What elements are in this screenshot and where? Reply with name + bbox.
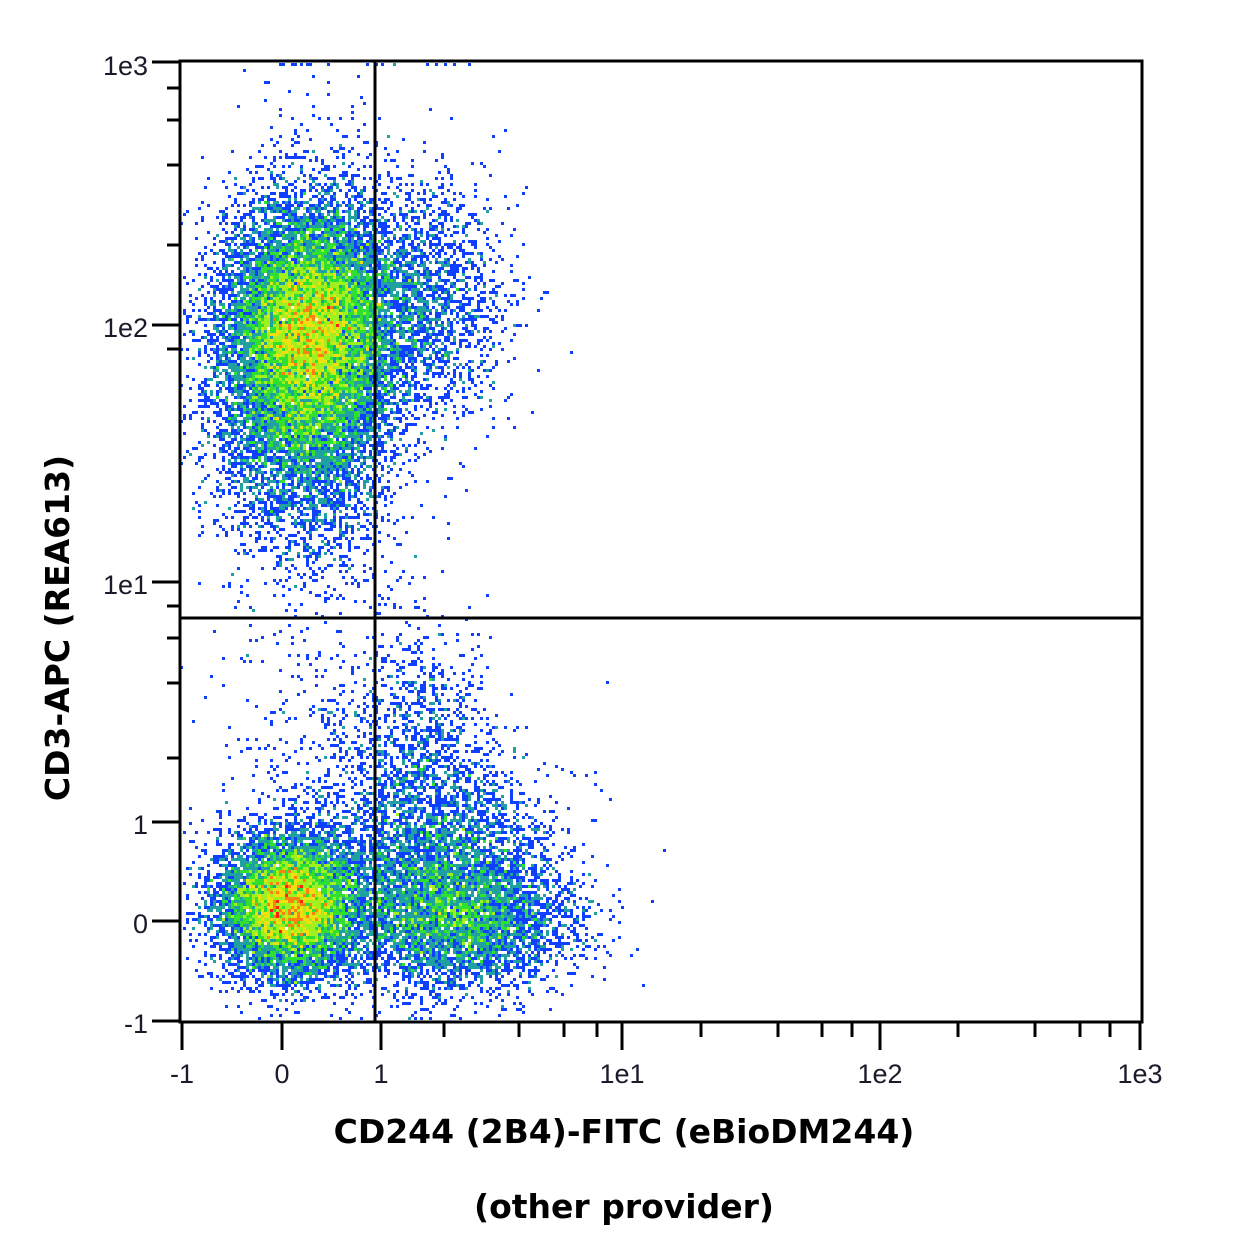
y-tick-label: 0 (133, 909, 148, 939)
x-tick-label: 0 (274, 1059, 289, 1089)
x-tick-label: 1e3 (1117, 1059, 1162, 1089)
x-tick-label: -1 (170, 1059, 194, 1089)
y-axis-title: CD3-APC (REA613) (38, 455, 77, 801)
y-tick-label: -1 (124, 1009, 148, 1039)
y-tick-label: 1e3 (103, 51, 148, 81)
x-axis-ticks (180, 1022, 1142, 1050)
event-density-dots (180, 63, 666, 1020)
y-tick-label: 1 (133, 810, 148, 840)
y-axis-ticks (152, 60, 180, 1023)
x-axis-tick-labels: -1 0 1 1e1 1e2 1e3 (170, 1059, 1163, 1089)
x-axis-title: CD244 (2B4)-FITC (eBioDM244) (334, 1112, 915, 1151)
y-axis-tick-labels: 1e3 1e2 1e1 1 0 -1 (103, 51, 148, 1039)
x-axis-subtitle: (other provider) (474, 1187, 774, 1226)
y-tick-label: 1e2 (103, 313, 148, 343)
x-tick-label: 1e2 (857, 1059, 902, 1089)
plot-frame (178, 59, 1144, 1024)
y-tick-label: 1e1 (103, 570, 148, 600)
x-tick-label: 1e1 (599, 1059, 644, 1089)
x-tick-label: 1 (373, 1059, 388, 1089)
